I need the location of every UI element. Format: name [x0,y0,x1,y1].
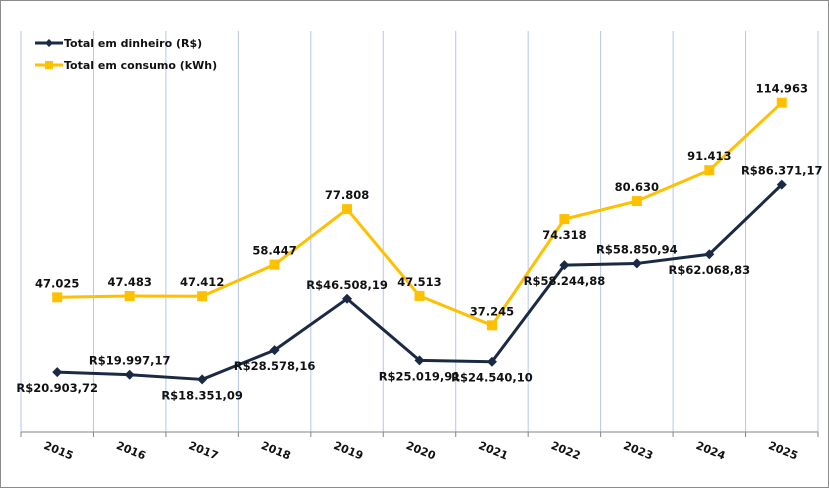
x-tick-label: 2018 [259,439,292,463]
data-label-money: R$28.578,16 [234,359,316,373]
x-tick-label: 2016 [114,439,148,463]
data-point-money[interactable] [269,345,280,356]
data-point-money[interactable] [124,369,135,380]
data-label-consumption: 37.245 [470,304,514,318]
data-label-consumption: 47.513 [397,275,441,289]
data-point-consumption[interactable] [52,292,63,303]
x-tick-label: 2020 [404,439,438,463]
legend-label-money: Total em dinheiro (R$) [64,37,202,50]
x-tick-label: 2025 [766,439,799,463]
data-label-consumption: 74.318 [542,228,586,242]
data-point-consumption[interactable] [631,196,642,207]
legend-item-consumption[interactable]: Total em consumo (kWh) [35,59,217,72]
data-point-consumption[interactable] [197,291,208,302]
data-point-consumption[interactable] [342,204,353,215]
data-point-consumption[interactable] [776,97,787,108]
x-tick-label: 2015 [42,439,75,463]
data-label-consumption: 47.412 [180,275,224,289]
data-point-consumption[interactable] [559,214,570,225]
data-point-consumption[interactable] [124,290,135,301]
data-label-money: R$24.540,10 [451,371,533,385]
data-label-consumption: 58.447 [252,244,296,258]
gridlines [20,31,819,432]
data-point-money[interactable] [197,374,208,385]
data-point-consumption[interactable] [269,259,280,270]
data-label-money: R$25.019,91 [379,369,461,383]
legend-label-consumption: Total em consumo (kWh) [64,59,217,72]
x-tick-label: 2024 [694,439,728,463]
data-point-money[interactable] [414,355,425,366]
legend-item-money[interactable]: Total em dinheiro (R$) [35,37,202,50]
data-point-money[interactable] [631,258,642,269]
data-label-consumption: 80.630 [615,180,659,194]
x-tick-label: 2019 [332,439,365,463]
data-point-money[interactable] [52,367,63,378]
data-label-money: R$86.371,17 [741,164,823,178]
data-point-consumption[interactable] [704,165,715,176]
data-label-money: R$58.850,94 [596,242,678,256]
data-label-money: R$46.508,19 [306,278,388,292]
data-label-money: R$62.068,83 [669,263,751,277]
x-tick-label: 2022 [549,439,582,463]
data-label-consumption: 91.413 [687,149,731,163]
data-point-consumption[interactable] [414,290,425,301]
data-label-consumption: 47.025 [35,276,79,290]
legend-diamond-icon [45,39,53,47]
series-markers [52,97,787,385]
x-tick-labels: 2015 2016 2017 2018 2019 2020 2021 2022 2023 2024… [42,439,800,463]
legend-square-icon [45,61,53,69]
data-label-money: R$58.244,88 [524,274,606,288]
legend: Total em dinheiro (R$) Total em consumo … [35,37,217,72]
data-point-money[interactable] [776,179,787,190]
data-label-consumption: 114.963 [756,82,808,96]
x-axis [20,431,819,437]
data-label-money: R$19.997,17 [89,354,171,368]
data-labels: R$20.903,72 R$19.997,17 R$18.351,09 R$28.57… [16,82,822,403]
data-label-money: R$20.903,72 [16,381,98,395]
data-label-consumption: 47.483 [107,275,151,289]
x-tick-label: 2023 [622,439,655,463]
data-point-money[interactable] [342,293,353,304]
data-label-money: R$18.351,09 [161,388,243,402]
data-label-consumption: 77.808 [325,188,369,202]
data-point-money[interactable] [559,260,570,271]
x-tick-label: 2017 [187,439,220,463]
data-point-money[interactable] [486,356,497,367]
x-tick-label: 2021 [477,439,510,463]
data-point-money[interactable] [704,249,715,260]
data-point-consumption[interactable] [486,320,497,331]
